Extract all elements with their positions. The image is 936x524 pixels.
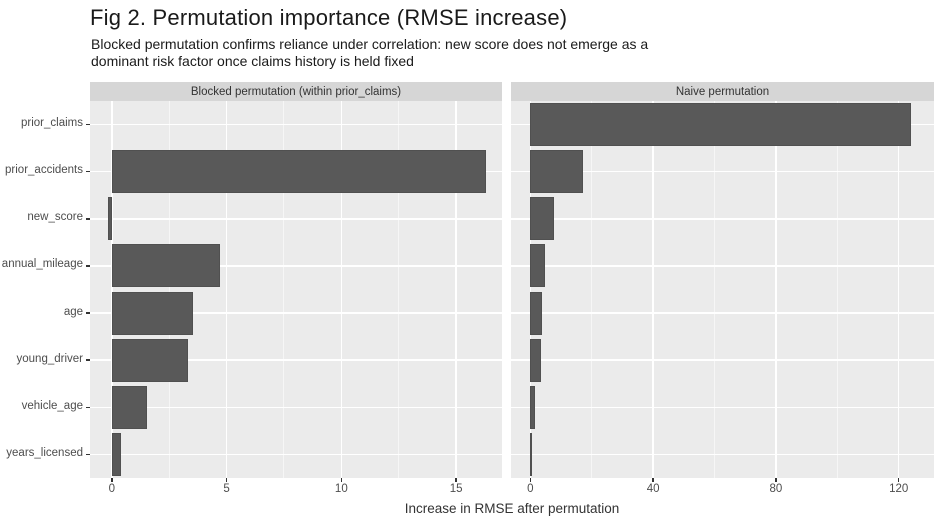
chart-subtitle-line1: Blocked permutation confirms reliance un…: [91, 36, 649, 52]
x-axis-tick-label: 80: [769, 483, 783, 495]
gridline-major: [225, 101, 228, 478]
gridline-minor: [398, 101, 400, 478]
bar-blocked-years_licensed: [111, 432, 121, 476]
gridline-major: [90, 359, 502, 361]
x-axis-tick-label: 10: [334, 483, 348, 495]
gridline-minor: [836, 101, 838, 478]
gridline-major: [111, 101, 113, 478]
y-axis-label-new_score: new_score: [27, 211, 83, 224]
x-axis-tick: [897, 478, 900, 482]
gridline-major: [897, 101, 900, 478]
gridline-major: [652, 101, 654, 478]
gridline-major: [511, 170, 934, 173]
bar-naive-vehicle_age: [530, 385, 535, 429]
gridline-major: [511, 359, 934, 361]
chart-subtitle: Blocked permutation confirms reliance un…: [91, 36, 648, 70]
bar-blocked-vehicle_age: [111, 385, 148, 429]
gridline-major: [90, 453, 502, 456]
gridline-minor: [714, 101, 716, 478]
x-axis-tick: [111, 478, 113, 482]
gridline-minor: [283, 101, 285, 478]
chart-subtitle-line2: dominant risk factor once claims history…: [91, 53, 414, 69]
gridline-major: [90, 312, 502, 314]
x-axis-tick: [340, 478, 343, 482]
bar-naive-young_driver: [530, 338, 541, 382]
x-axis-tick-label: 15: [449, 483, 463, 495]
bar-blocked-young_driver: [111, 338, 188, 382]
gridline-major: [340, 101, 343, 478]
gridline-major: [90, 123, 502, 126]
bar-naive-years_licensed: [530, 432, 533, 476]
bar-naive-age: [530, 291, 542, 335]
x-axis-tick: [775, 478, 777, 482]
y-axis-label-prior_claims: prior_claims: [21, 117, 83, 130]
facet-strip-label-blocked: Blocked permutation (within prior_claims…: [190, 85, 402, 98]
x-axis-title: Increase in RMSE after permutation: [404, 501, 620, 516]
bar-naive-prior_claims: [530, 103, 911, 147]
bar-naive-annual_mileage: [530, 244, 546, 288]
panel-blocked: [90, 101, 502, 478]
y-axis-tick-age: [86, 312, 90, 314]
gridline-minor: [168, 101, 170, 478]
bar-naive-new_score: [530, 197, 554, 241]
y-axis-tick-prior_accidents: [86, 170, 90, 173]
y-axis-tick-new_score: [86, 218, 90, 220]
gridline-major: [90, 265, 502, 267]
y-axis-label-prior_accidents: prior_accidents: [5, 164, 83, 177]
gridline-minor: [591, 101, 593, 478]
y-axis-label-annual_mileage: annual_mileage: [1, 258, 83, 271]
gridline-major: [511, 218, 934, 220]
x-axis-tick: [225, 478, 228, 482]
y-axis-tick-young_driver: [86, 359, 90, 361]
y-axis-tick-vehicle_age: [86, 406, 90, 409]
bar-blocked-prior_accidents: [111, 150, 486, 194]
x-axis-tick-label: 5: [223, 483, 230, 495]
gridline-major: [511, 453, 934, 456]
y-axis-label-age: age: [63, 305, 83, 318]
gridline-major: [511, 265, 934, 267]
bar-blocked-annual_mileage: [111, 244, 220, 288]
x-axis-tick-label: 40: [646, 483, 660, 495]
gridline-major: [511, 312, 934, 314]
y-axis-label-vehicle_age: vehicle_age: [21, 399, 83, 412]
gridline-major: [90, 218, 502, 220]
gridline-major: [90, 406, 502, 409]
bar-blocked-new_score: [108, 197, 112, 241]
facet-strip-label-naive: Naive permutation: [675, 85, 770, 98]
gridline-major: [511, 406, 934, 409]
chart-title: Fig 2. Permutation importance (RMSE incr…: [90, 5, 568, 30]
x-axis-tick: [529, 478, 532, 482]
facet-strip-naive-permutation: Naive permutation: [511, 82, 934, 101]
facet-strip-blocked-permutation: Blocked permutation (within prior_claims…: [90, 82, 502, 101]
gridline-major: [455, 101, 457, 478]
x-axis-tick: [652, 478, 654, 482]
y-axis-tick-annual_mileage: [86, 265, 90, 267]
y-axis-tick-prior_claims: [86, 123, 90, 126]
panel-naive: [511, 101, 934, 478]
y-axis-tick-years_licensed: [86, 453, 90, 456]
bar-naive-prior_accidents: [530, 150, 583, 194]
y-axis-label-young_driver: young_driver: [16, 352, 83, 365]
gridline-major: [775, 101, 777, 478]
gridline-major: [529, 101, 532, 478]
y-axis-label-years_licensed: years_licensed: [6, 446, 83, 459]
x-axis-tick-label: 0: [108, 483, 115, 495]
x-axis-tick-label: 0: [527, 483, 534, 495]
x-axis-tick: [455, 478, 457, 482]
bar-blocked-age: [111, 291, 194, 335]
x-axis-tick-label: 120: [889, 483, 909, 495]
